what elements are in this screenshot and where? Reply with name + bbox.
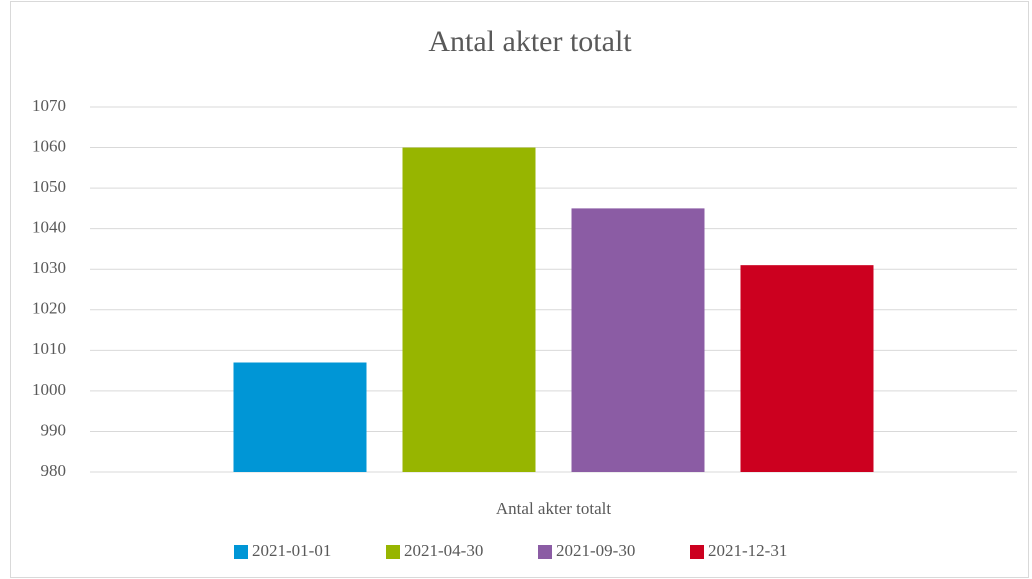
bar xyxy=(571,208,705,472)
legend-swatch xyxy=(538,545,552,559)
bar xyxy=(402,147,536,473)
legend-label: 2021-01-01 xyxy=(252,541,331,560)
legend-swatch xyxy=(386,545,400,559)
y-tick-label: 1060 xyxy=(32,136,66,155)
y-tick-label: 1010 xyxy=(32,339,66,358)
chart-title: Antal akter totalt xyxy=(428,25,632,58)
y-tick-label: 1040 xyxy=(32,218,66,237)
legend-swatch xyxy=(234,545,248,559)
bar xyxy=(740,265,874,472)
y-tick-label: 1050 xyxy=(32,177,66,196)
legend-swatch xyxy=(690,545,704,559)
x-tick-label: Antal akter totalt xyxy=(496,499,611,518)
y-tick-label: 1000 xyxy=(32,380,66,399)
legend-label: 2021-04-30 xyxy=(404,541,483,560)
y-tick-label: 980 xyxy=(41,461,67,480)
legend-label: 2021-09-30 xyxy=(556,541,635,560)
y-tick-label: 990 xyxy=(41,420,67,439)
y-tick-label: 1020 xyxy=(32,299,66,318)
legend-label: 2021-12-31 xyxy=(708,541,787,560)
bar xyxy=(233,362,367,472)
y-tick-label: 1030 xyxy=(32,258,66,277)
y-tick-label: 1070 xyxy=(32,96,66,115)
